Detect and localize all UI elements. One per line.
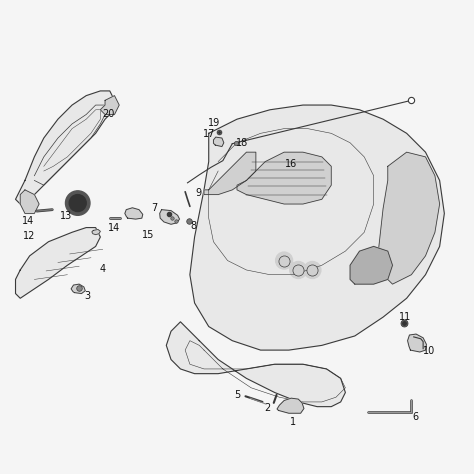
Polygon shape xyxy=(277,398,304,413)
Text: 14: 14 xyxy=(22,216,35,226)
Polygon shape xyxy=(92,229,100,235)
Text: 9: 9 xyxy=(195,188,201,198)
Text: 13: 13 xyxy=(60,211,73,221)
Text: 1: 1 xyxy=(290,417,296,427)
Polygon shape xyxy=(125,208,143,219)
Polygon shape xyxy=(16,228,100,298)
Text: 10: 10 xyxy=(423,346,436,356)
Polygon shape xyxy=(100,96,119,115)
Polygon shape xyxy=(237,152,331,204)
Text: 4: 4 xyxy=(100,264,106,274)
Text: 3: 3 xyxy=(84,292,90,301)
Circle shape xyxy=(304,262,321,278)
Text: 6: 6 xyxy=(412,412,418,422)
Polygon shape xyxy=(71,284,85,293)
Polygon shape xyxy=(166,322,346,407)
Text: 2: 2 xyxy=(264,402,271,412)
Polygon shape xyxy=(213,137,224,146)
Polygon shape xyxy=(408,334,427,352)
Polygon shape xyxy=(204,152,256,195)
Text: 17: 17 xyxy=(202,129,215,139)
Text: 20: 20 xyxy=(103,109,115,118)
Text: 18: 18 xyxy=(236,138,248,148)
Text: 14: 14 xyxy=(109,223,120,233)
Circle shape xyxy=(290,262,307,278)
Text: 5: 5 xyxy=(234,390,240,400)
Text: 16: 16 xyxy=(285,159,297,169)
Text: 8: 8 xyxy=(191,221,197,231)
Polygon shape xyxy=(16,91,115,204)
Text: 7: 7 xyxy=(151,203,158,213)
Text: 11: 11 xyxy=(399,312,411,322)
Polygon shape xyxy=(378,152,439,284)
Polygon shape xyxy=(350,246,392,284)
Text: 12: 12 xyxy=(23,231,35,241)
Text: 15: 15 xyxy=(142,230,155,240)
Polygon shape xyxy=(160,210,180,224)
Polygon shape xyxy=(20,190,39,213)
Polygon shape xyxy=(190,105,444,350)
Circle shape xyxy=(276,252,292,269)
Circle shape xyxy=(65,191,90,215)
Text: 19: 19 xyxy=(208,118,220,128)
Circle shape xyxy=(69,195,86,211)
